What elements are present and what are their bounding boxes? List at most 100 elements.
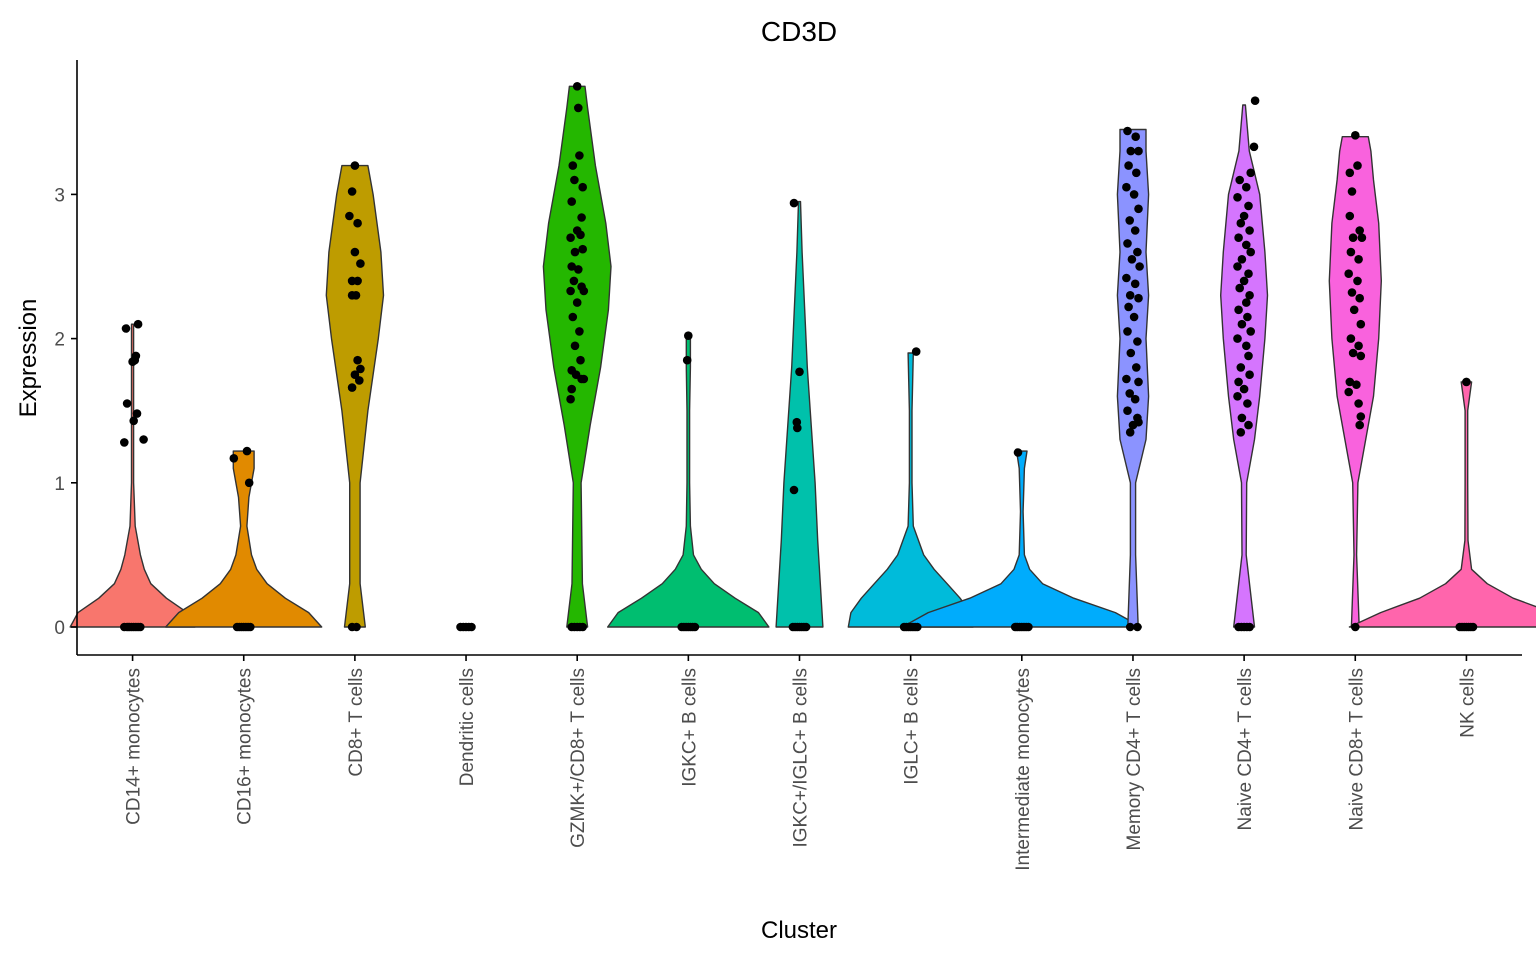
violin-3 <box>325 164 385 628</box>
data-point <box>1125 622 1135 632</box>
data-point <box>1353 276 1362 286</box>
data-point <box>1242 341 1251 351</box>
x-tick-label: Naive CD4+ T cells <box>1235 668 1256 830</box>
data-point <box>347 187 357 196</box>
data-point <box>1347 187 1357 196</box>
data-point <box>1244 201 1253 211</box>
data-point <box>566 394 575 404</box>
data-point <box>1462 377 1471 387</box>
y-tick-label: 2 <box>54 330 65 351</box>
data-point <box>1131 132 1140 141</box>
y-axis-ticks: 0 1 2 3 <box>54 185 77 639</box>
data-point <box>578 244 587 254</box>
violin-13 <box>1348 381 1536 628</box>
data-point <box>353 218 362 228</box>
data-point <box>1234 305 1243 315</box>
data-point <box>690 622 700 632</box>
data-point <box>353 276 362 286</box>
data-point <box>1124 302 1133 312</box>
data-point <box>567 384 576 394</box>
data-point <box>570 341 580 351</box>
chart-title: CD3D <box>761 16 837 47</box>
data-point <box>1013 448 1023 457</box>
x-tick-label: IGKC+/IGLC+ B cells <box>791 668 812 848</box>
data-point <box>1354 254 1363 264</box>
data-point <box>244 478 254 488</box>
data-point <box>1125 428 1135 437</box>
data-point <box>578 622 587 632</box>
data-point <box>356 364 365 374</box>
data-point <box>1348 348 1358 358</box>
data-point <box>356 259 365 268</box>
data-point <box>1351 622 1360 632</box>
data-point <box>467 622 476 632</box>
data-point <box>575 327 584 336</box>
data-point <box>1344 269 1353 279</box>
data-point <box>1124 161 1133 170</box>
data-point <box>1345 168 1355 178</box>
data-point <box>1133 247 1142 257</box>
data-point <box>355 376 364 385</box>
data-point <box>1134 146 1143 156</box>
x-axis-title: Cluster <box>761 917 837 944</box>
data-point <box>1126 146 1136 156</box>
data-point <box>1356 412 1366 421</box>
data-point <box>1245 370 1254 380</box>
data-point <box>576 230 585 240</box>
data-point <box>1129 190 1139 199</box>
data-point <box>1126 348 1136 358</box>
data-point <box>572 82 582 91</box>
data-point <box>1242 182 1251 192</box>
data-point <box>352 622 361 632</box>
data-point <box>1125 389 1134 398</box>
data-point <box>1132 168 1141 178</box>
data-point <box>913 622 922 632</box>
data-point <box>1246 168 1255 178</box>
data-point <box>1134 377 1143 387</box>
data-point <box>1242 298 1251 307</box>
violin-7 <box>775 200 824 628</box>
x-tick-label: NK cells <box>1457 668 1478 738</box>
data-point <box>1133 337 1142 346</box>
data-point <box>1355 226 1364 235</box>
data-point <box>345 211 354 221</box>
data-point <box>1129 312 1139 322</box>
data-point <box>1134 204 1143 214</box>
data-point <box>242 446 252 456</box>
data-point <box>682 355 692 365</box>
data-point <box>574 103 583 113</box>
y-axis-title: Expression <box>15 299 42 418</box>
data-point <box>132 409 142 418</box>
data-point <box>1357 233 1367 242</box>
violin-6 <box>607 335 770 628</box>
x-tick-label: IGLC+ B cells <box>902 668 923 785</box>
data-point <box>789 485 799 495</box>
data-point <box>1245 622 1254 632</box>
data-point <box>801 622 811 632</box>
data-point <box>1122 374 1131 384</box>
data-point <box>1356 351 1366 361</box>
data-point <box>570 175 579 185</box>
data-point <box>1233 262 1242 271</box>
data-point <box>133 319 143 329</box>
data-point <box>567 197 576 206</box>
x-tick-label: Intermediate monocytes <box>1013 668 1034 871</box>
data-point <box>1355 293 1364 303</box>
x-tick-label: CD14+ monocytes <box>124 668 145 825</box>
plot-area <box>69 82 1536 632</box>
data-point <box>1127 254 1137 264</box>
data-point <box>130 355 140 365</box>
data-point <box>1235 283 1244 293</box>
data-point <box>1233 334 1242 343</box>
data-point <box>577 213 586 222</box>
data-point <box>1239 211 1249 221</box>
data-point <box>1347 288 1357 297</box>
y-tick-label: 1 <box>54 474 65 495</box>
data-point <box>1356 319 1366 329</box>
data-point <box>1250 96 1260 105</box>
data-point <box>129 416 138 426</box>
data-point <box>1245 291 1254 300</box>
data-point <box>1133 622 1142 632</box>
data-point <box>1468 622 1478 632</box>
data-point <box>570 247 580 257</box>
